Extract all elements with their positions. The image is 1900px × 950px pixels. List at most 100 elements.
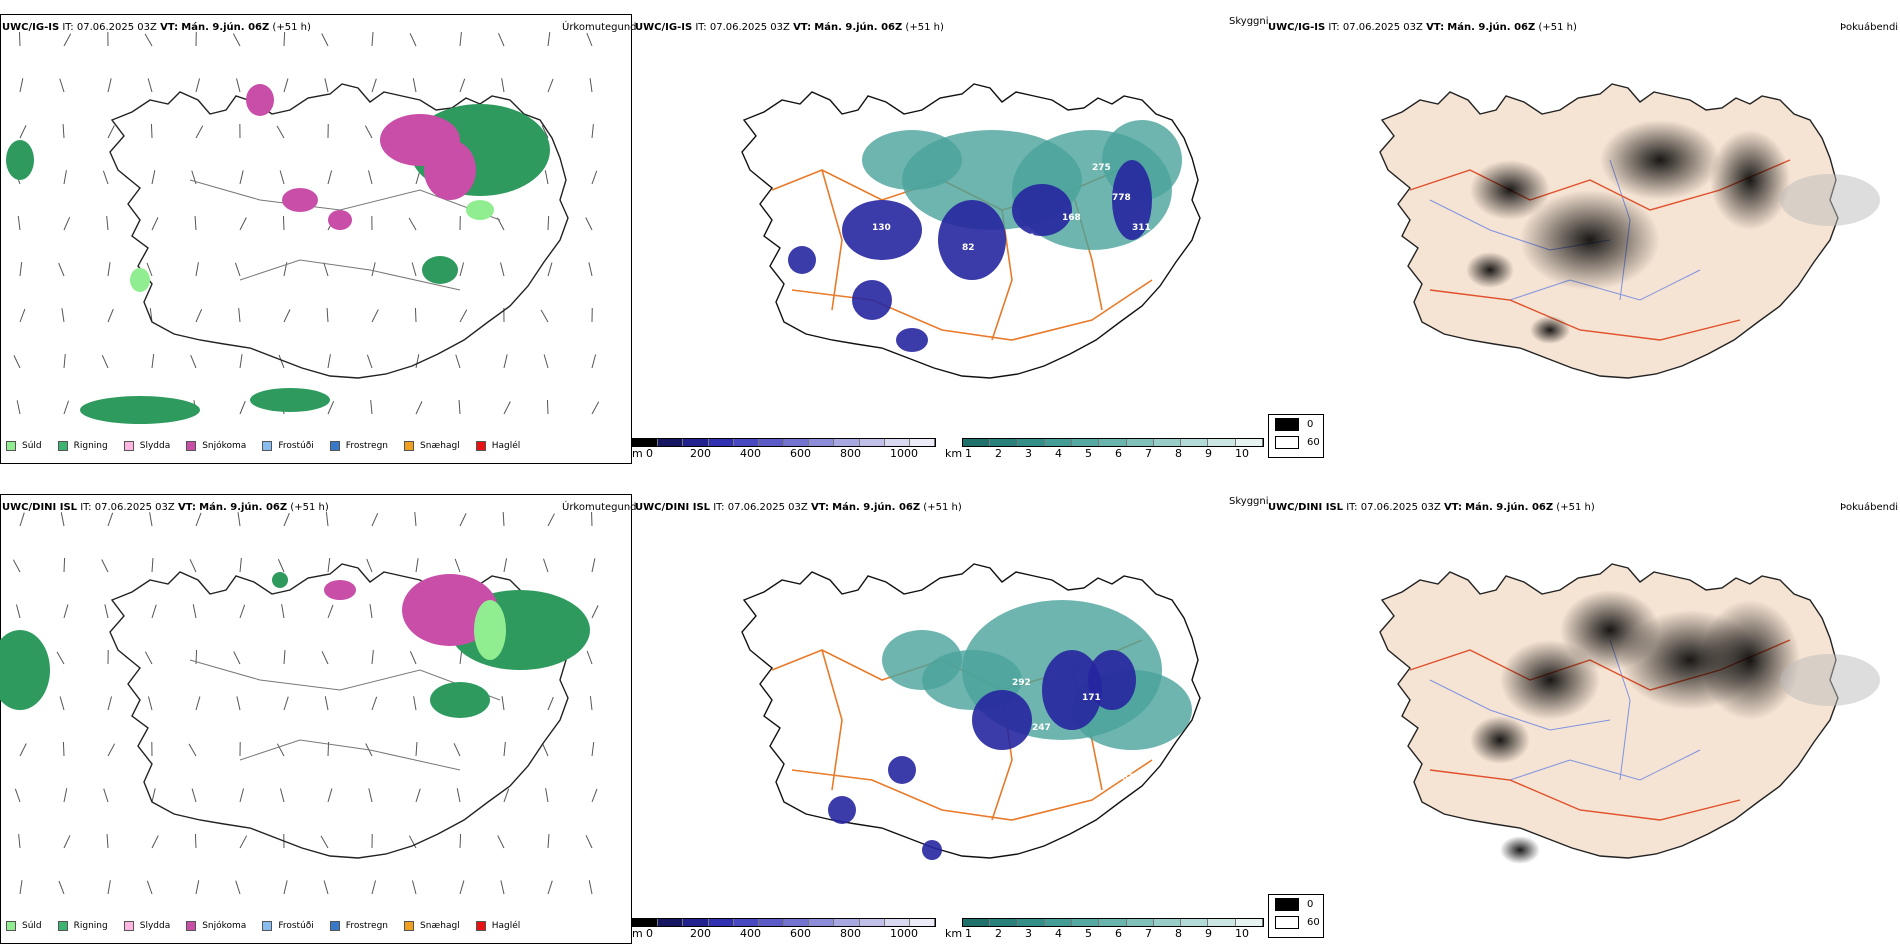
visibility-tick-label: 4 bbox=[1055, 927, 1062, 940]
precip-legend-swatch bbox=[186, 921, 197, 931]
elevation-colorbar-bin bbox=[884, 439, 910, 446]
visibility-colorbar-bin bbox=[963, 439, 991, 446]
precip-legend-swatch bbox=[186, 441, 197, 451]
elevation-colorbar-bin bbox=[834, 439, 860, 446]
precip-legend-label: Frostregn bbox=[345, 441, 389, 451]
svg-text:240: 240 bbox=[1032, 763, 1051, 773]
elevation-colorbar-bin bbox=[733, 919, 759, 926]
visibility-unit-label: km bbox=[945, 927, 963, 940]
fog-legend-swatch bbox=[1275, 435, 1299, 449]
fog-legend-item: 60 bbox=[1269, 433, 1323, 451]
visibility-colorbar-bin bbox=[1153, 439, 1182, 446]
fog-legend-label: 60 bbox=[1307, 436, 1320, 448]
fog-legend-swatch bbox=[1275, 897, 1299, 911]
precip-legend-swatch bbox=[475, 441, 486, 451]
elevation-colorbar-bin bbox=[884, 919, 910, 926]
fog-legend-swatch bbox=[1275, 417, 1299, 431]
elevation-colorbar-bin bbox=[683, 439, 709, 446]
precip-legend-swatch bbox=[123, 441, 134, 451]
visibility-colorbar-bin bbox=[1235, 439, 1263, 446]
elevation-colorbar-bin bbox=[658, 439, 684, 446]
precip-legend-item: Snjókoma bbox=[186, 441, 246, 451]
precip-legend-swatch bbox=[262, 441, 273, 451]
visibility-tick-label: 8 bbox=[1175, 447, 1182, 460]
svg-text:171: 171 bbox=[1082, 693, 1101, 703]
elevation-colorbar-bin bbox=[708, 439, 734, 446]
row1-elevation-colorbar bbox=[632, 438, 936, 447]
row1-fog-panel: UWC/IG-IS IT: 07.06.2025 03Z VT: Mán. 9.… bbox=[1268, 0, 1900, 470]
visibility-tick-label: 9 bbox=[1205, 447, 1212, 460]
visibility-tick-label: 4 bbox=[1055, 447, 1062, 460]
precip-legend-item: Rigning bbox=[57, 441, 108, 451]
row1-elevation-labels: m 0 200 400 600 800 1000 bbox=[632, 447, 942, 460]
visibility-colorbar-bin bbox=[1017, 439, 1045, 446]
elevation-colorbar-bin bbox=[758, 919, 785, 926]
row2-cloud-panel: UWC/DINI ISL IT: 07.06.2025 03Z VT: Mán.… bbox=[632, 480, 1269, 950]
visibility-colorbar-bin bbox=[1153, 919, 1182, 926]
elevation-colorbar-bin bbox=[758, 439, 785, 446]
precip-legend-swatch bbox=[6, 441, 16, 451]
elevation-tick-label: 0 bbox=[646, 447, 653, 460]
precip-legend-item: Frostregn bbox=[329, 921, 388, 931]
precip-legend-item: Súld bbox=[6, 921, 42, 931]
row1-fog-map bbox=[1379, 83, 1880, 379]
elevation-tick-label: 1000 bbox=[890, 927, 918, 940]
precip-legend-label: Snjókoma bbox=[202, 441, 247, 451]
visibility-tick-label: 10 bbox=[1235, 447, 1249, 460]
row2-cloud-title: Skyggni bbox=[1229, 496, 1269, 507]
row1-visibility-labels: km 1 2 3 4 5 6 7 8 9 10 bbox=[945, 447, 1265, 460]
svg-text:778: 778 bbox=[1112, 193, 1131, 203]
row2-fog-map bbox=[1379, 563, 1880, 864]
precip-legend-item: Snjókoma bbox=[186, 921, 246, 931]
row2-fog-panel: UWC/DINI ISL IT: 07.06.2025 03Z VT: Mán.… bbox=[1268, 480, 1900, 950]
row2-precip-title: Úrkomutegund bbox=[562, 502, 637, 513]
row1-precip-legend: Súld Rigning Slydda Snjókoma Frostúði Frostre… bbox=[6, 441, 536, 451]
visibility-colorbar-bin bbox=[1072, 439, 1100, 446]
precip-legend-item: Frostúði bbox=[262, 921, 314, 931]
visibility-tick-label: 7 bbox=[1145, 927, 1152, 940]
row2-fog-header: UWC/DINI ISL IT: 07.06.2025 03Z VT: Mán.… bbox=[1268, 502, 1595, 513]
visibility-colorbar-bin bbox=[963, 919, 991, 926]
elevation-tick-label: 800 bbox=[840, 927, 861, 940]
elevation-colorbar-bin bbox=[809, 919, 835, 926]
fog-legend-swatch bbox=[1275, 915, 1299, 929]
precip-legend-swatch bbox=[404, 441, 415, 451]
elevation-tick-label: 600 bbox=[790, 927, 811, 940]
elevation-tick-label: 1000 bbox=[890, 447, 918, 460]
elevation-unit-label: m bbox=[632, 927, 643, 940]
visibility-tick-label: 3 bbox=[1025, 927, 1032, 940]
row1-precip-frame bbox=[0, 14, 632, 464]
visibility-tick-label: 5 bbox=[1085, 927, 1092, 940]
visibility-colorbar-bin bbox=[990, 439, 1018, 446]
precip-legend-item: Haglél bbox=[475, 441, 521, 451]
visibility-colorbar-bin bbox=[1208, 439, 1236, 446]
elevation-colorbar-bin bbox=[834, 919, 860, 926]
svg-text:93: 93 bbox=[862, 813, 875, 823]
visibility-colorbar-bin bbox=[1181, 439, 1209, 446]
precip-legend-item: Rigning bbox=[57, 921, 108, 931]
svg-text:311: 311 bbox=[1132, 223, 1151, 233]
fog-legend-label: 0 bbox=[1307, 898, 1314, 910]
elevation-colorbar-bin bbox=[633, 439, 659, 446]
precip-legend-item: Snæhagl bbox=[404, 921, 460, 931]
precip-legend-item: Súld bbox=[6, 441, 42, 451]
elevation-colorbar-bin bbox=[658, 919, 684, 926]
precip-legend-swatch bbox=[262, 921, 273, 931]
row1-cloud-panel: UWC/IG-IS IT: 07.06.2025 03Z VT: Mán. 9.… bbox=[632, 0, 1269, 470]
precip-legend-item: Slydda bbox=[123, 921, 170, 931]
svg-text:292: 292 bbox=[1012, 678, 1031, 688]
row2-visibility-colorbar bbox=[962, 918, 1264, 927]
visibility-colorbar-bin bbox=[1017, 919, 1045, 926]
svg-text:96: 96 bbox=[1022, 233, 1035, 243]
visibility-colorbar-bin bbox=[1044, 919, 1073, 926]
precip-legend-item: Frostregn bbox=[329, 441, 389, 451]
precip-legend-label: Snæhagl bbox=[420, 441, 460, 451]
visibility-tick-label: 7 bbox=[1145, 447, 1152, 460]
precip-legend-label: Snjókoma bbox=[202, 921, 247, 931]
fog-legend-item: 0 bbox=[1269, 415, 1323, 433]
elevation-colorbar-bin bbox=[859, 919, 885, 926]
precip-legend-label: Haglél bbox=[491, 441, 521, 451]
visibility-tick-label: 1 bbox=[965, 447, 972, 460]
elevation-colorbar-bin bbox=[859, 439, 885, 446]
